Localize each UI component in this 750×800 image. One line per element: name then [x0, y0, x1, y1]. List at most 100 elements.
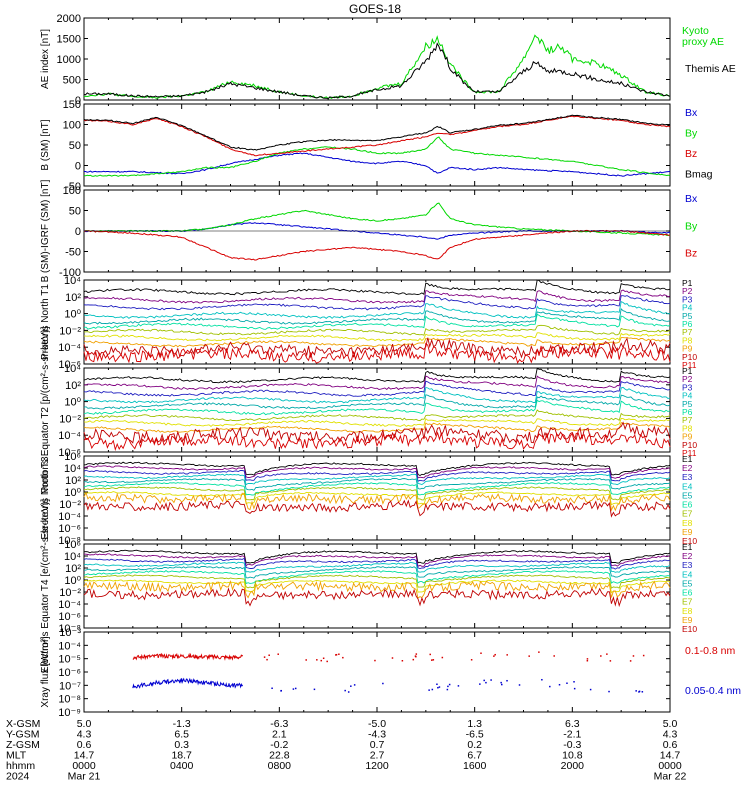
footer-cell: 4.3	[663, 729, 678, 741]
y-axis-label: Electrons North T3	[40, 456, 51, 540]
legend-entry: P9	[682, 344, 693, 354]
data-point	[374, 659, 376, 662]
legend-entry: P2	[682, 286, 693, 296]
series-line-e6	[83, 570, 671, 585]
y-tick-label: 100	[63, 120, 81, 132]
series-line-p5	[83, 394, 671, 410]
series-line-e6	[83, 482, 671, 496]
panel-frame	[83, 17, 671, 101]
data-point	[316, 659, 318, 661]
series-line-p8	[83, 332, 671, 342]
y-tick-label: 500	[63, 75, 81, 87]
y-tick-label: 1000	[57, 54, 81, 66]
y-tick-label: 150	[63, 99, 81, 111]
legend-entry: E5	[682, 490, 693, 500]
data-point	[415, 653, 418, 655]
data-point	[573, 681, 575, 683]
legend-entry: P4	[682, 303, 693, 313]
series-line-e4	[83, 561, 671, 573]
footer-cell: 1200	[365, 760, 389, 772]
footer-cell: 1600	[463, 760, 487, 772]
legend-entry: P5	[682, 399, 693, 409]
legend-entry: P10	[682, 352, 697, 362]
data-point	[438, 686, 441, 688]
footer-cell: Mar 22	[654, 771, 687, 783]
panel-2: 150 100 50 0 -50 B (SM) [nT] Bx By Bz Bmag	[40, 99, 713, 193]
y-tick-label: 10⁰	[64, 397, 81, 409]
legend-entry: proxy AE	[682, 36, 724, 48]
series-line-by	[83, 136, 671, 177]
figure-title: GOES-18	[349, 2, 401, 16]
y-tick-label: 0	[75, 95, 81, 107]
y-tick-label: 10⁻⁹	[58, 707, 81, 719]
footer-cell: 22.8	[269, 750, 290, 762]
y-tick-label: 10²	[65, 475, 81, 487]
data-point	[294, 687, 297, 690]
data-point	[268, 654, 270, 656]
series-line-p10	[83, 421, 671, 444]
data-point	[538, 651, 540, 653]
footer-row-label: hhmm	[6, 760, 35, 772]
data-point	[350, 685, 352, 687]
data-point	[429, 653, 431, 656]
data-point	[391, 657, 394, 659]
legend-entry: E6	[682, 500, 693, 510]
footer-cell: -2.1	[563, 729, 581, 741]
legend-entry: P3	[682, 294, 693, 304]
legend-entry: Kyoto	[682, 25, 709, 37]
data-point	[457, 685, 460, 687]
y-tick-label: 2000	[57, 13, 81, 25]
series-line-e5	[83, 477, 671, 491]
data-point	[541, 678, 543, 681]
legend-entry: Themis AE	[685, 63, 736, 75]
data-point	[432, 659, 435, 661]
footer-row-label: MLT	[6, 750, 27, 762]
data-point	[629, 660, 632, 662]
footer-cell: 5.0	[663, 718, 678, 730]
y-axis-label: B (SM)-IGRF (SM) [nT]	[40, 179, 51, 282]
legend-entry: Bz	[685, 148, 697, 160]
footer-cell: 0000	[72, 760, 96, 772]
data-point	[641, 691, 644, 693]
data-point	[586, 658, 589, 660]
series-line-e10	[83, 499, 671, 518]
series-line-p10	[83, 337, 671, 359]
panel-1: 2000 1500 1000 500 0 AE index [nT] Kyotoproxy …	[40, 13, 736, 107]
y-tick-label: 50	[69, 140, 81, 152]
series-line-e2	[83, 553, 671, 567]
data-point	[431, 688, 434, 691]
series-line-p8	[83, 418, 671, 427]
footer-cell: 14.7	[74, 750, 95, 762]
ephemeris-footer: X-GSMY-GSMZ-GSMMLThhmm20245.04.30.614.70…	[6, 718, 686, 783]
data-point	[342, 656, 344, 659]
y-axis-label: Xray flux [W/m²]	[40, 636, 51, 707]
data-point	[347, 691, 350, 693]
legend-entry: 0.1-0.8 nm	[685, 645, 735, 657]
data-point	[632, 655, 635, 657]
data-point	[558, 683, 561, 686]
data-point	[506, 654, 508, 656]
series-line-p2	[83, 289, 671, 304]
legend-entry: E4	[682, 481, 693, 491]
series-line-bmag	[83, 114, 671, 151]
legend-entry: E7	[682, 597, 693, 607]
y-axis-label: Electrons Equator T4 [e/(cm²-s-sr-keV)]	[40, 499, 51, 674]
legend-entry: Bx	[685, 193, 698, 205]
panel-3: 100 50 0 -50 -100 B (SM)-IGRF (SM) [nT] Bx By Bz	[40, 179, 698, 282]
footer-cell: 0.6	[77, 739, 92, 751]
legend-entry: P11	[682, 448, 697, 458]
footer-cell: -1.3	[173, 718, 191, 730]
legend-entry: By	[685, 128, 698, 140]
data-point	[263, 656, 266, 658]
footer-cell: 0800	[268, 760, 292, 772]
data-point	[415, 655, 417, 658]
y-tick-label: 10⁻⁶	[58, 667, 81, 679]
data-point	[480, 652, 482, 654]
y-tick-label: 10⁻⁸	[58, 535, 81, 547]
legend-entry: E2	[682, 551, 693, 561]
series-line-e2	[83, 465, 671, 479]
legend-entry: E4	[682, 569, 693, 579]
legend-entry: P9	[682, 432, 693, 442]
legend-entry: E6	[682, 588, 693, 598]
